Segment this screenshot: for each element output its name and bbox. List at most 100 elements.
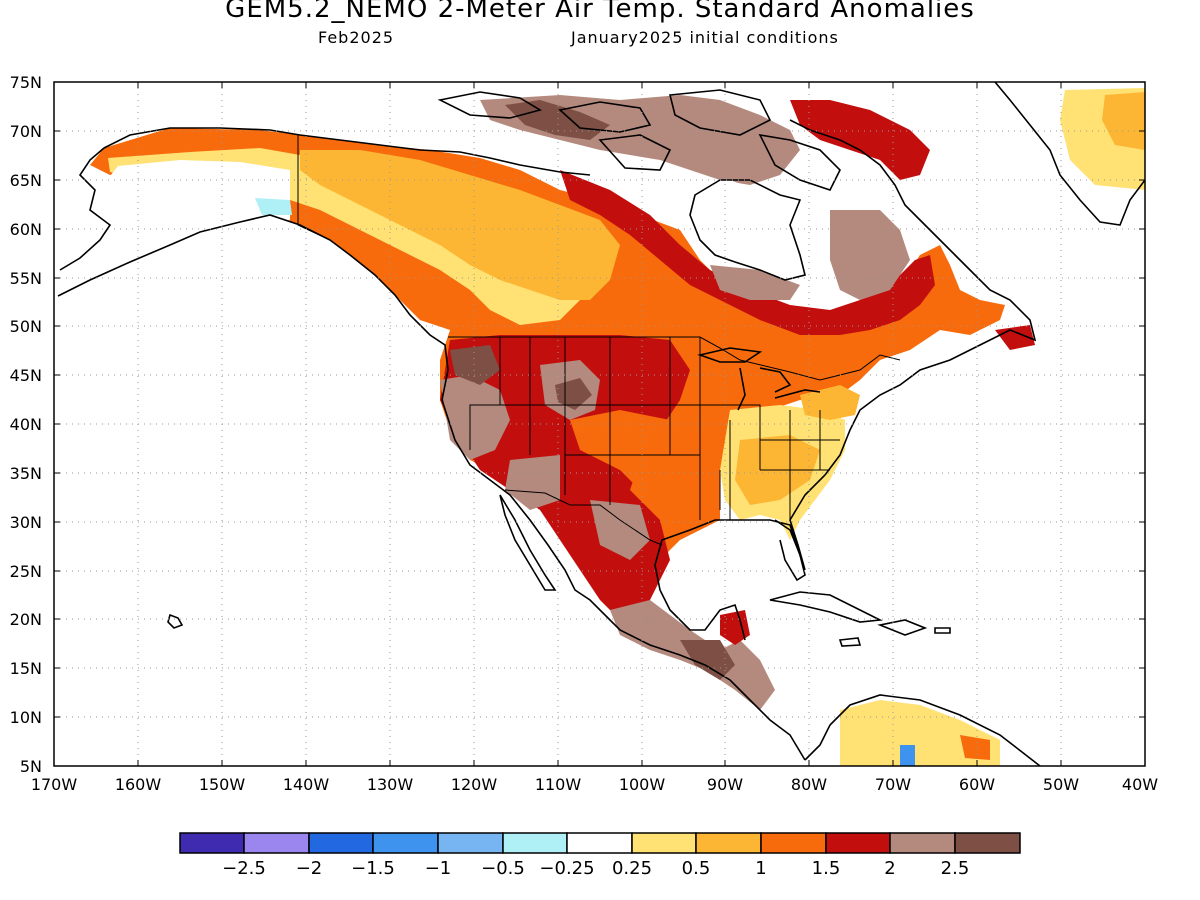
lat-label: 30N — [10, 513, 42, 532]
colorbar-swatch — [502, 832, 568, 854]
arctic-island-2 — [558, 101, 652, 133]
lat-label: 5N — [20, 757, 42, 776]
latitude-labels: 75N 70N 65N 60N 55N 50N 45N 40N 35N 30N … — [10, 73, 42, 776]
lat-label: 50N — [10, 317, 42, 336]
florida — [774, 519, 806, 582]
alaska-canada-border — [297, 135, 331, 241]
lat-label: 75N — [10, 73, 42, 92]
state-lines-west — [469, 337, 701, 520]
lon-label: 90W — [707, 775, 743, 794]
lat-label: 35N — [10, 464, 42, 483]
hispaniola — [877, 619, 928, 636]
lat-label: 15N — [10, 659, 42, 678]
colorbar-label: −0.25 — [539, 858, 594, 879]
lon-label: 70W — [875, 775, 911, 794]
lon-label: 170W — [31, 775, 78, 794]
hawaii — [167, 613, 184, 629]
anomaly-mexico-brown — [590, 500, 650, 560]
anomaly-alaska-neutral — [95, 160, 290, 232]
lat-label: 10N — [10, 708, 42, 727]
anomaly-rockies-dark — [555, 378, 592, 410]
alaska-north-coast — [103, 127, 591, 176]
anomaly-alaska-cool-spot — [255, 198, 292, 215]
lat-label: 70N — [10, 122, 42, 141]
colorbar-swatch — [243, 832, 310, 854]
lat-label: 45N — [10, 366, 42, 385]
lon-label: 60W — [959, 775, 995, 794]
lat-label: 60N — [10, 220, 42, 239]
lon-label: 130W — [367, 775, 414, 794]
anomaly-southwest-brown — [505, 455, 560, 510]
lon-label: 160W — [115, 775, 162, 794]
anomaly-alaska-light-orange — [300, 150, 620, 300]
lon-label: 140W — [283, 775, 330, 794]
colorbar-label: 2.5 — [941, 858, 970, 879]
lon-label: 110W — [535, 775, 582, 794]
map-title: GEM5.2_NEMO 2-Meter Air Temp. Standard A… — [225, 0, 975, 24]
south-america-coast — [829, 694, 1041, 766]
us-canada-border — [448, 336, 901, 381]
us-mexico-border — [504, 489, 663, 546]
anomaly-south-america-yellow — [840, 700, 1000, 766]
longitude-labels: 170W 160W 150W 140W 130W 120W 110W 100W … — [31, 775, 1158, 794]
colorbar-swatch — [825, 832, 891, 854]
anomaly-arctic-dark-brown — [505, 100, 610, 140]
colorbar-label: −0.5 — [481, 858, 525, 879]
colorbar-swatch — [566, 832, 633, 854]
colorbar-label: 1 — [755, 858, 766, 879]
lon-label: 120W — [451, 775, 498, 794]
anomaly-quebec-brown — [830, 210, 910, 300]
colorbar-label: −1 — [425, 858, 452, 879]
colorbar-swatch — [179, 832, 245, 854]
arctic-island-3 — [668, 89, 772, 136]
colorbar-swatch — [372, 832, 439, 854]
baja-california — [499, 494, 557, 591]
anomaly-hudson-bay-neutral — [690, 180, 810, 275]
anomaly-hudson-brown — [710, 265, 800, 300]
lake-superior — [697, 347, 763, 363]
political-borders — [297, 135, 901, 546]
anomaly-yucatan-red — [720, 610, 750, 645]
arctic-island-4 — [598, 134, 672, 171]
arctic-island-1 — [437, 91, 543, 119]
lon-label: 100W — [619, 775, 666, 794]
lat-label: 25N — [10, 562, 42, 581]
colorbar-swatch — [631, 832, 697, 854]
colorbar-swatch — [695, 832, 762, 854]
anomaly-shading — [90, 88, 1145, 766]
jamaica — [838, 637, 862, 647]
anomaly-newfoundland-red — [995, 325, 1035, 350]
initial-conditions: January2025 initial conditions — [571, 28, 839, 47]
anomaly-south-america-orange — [960, 735, 990, 760]
colorbar-labels: −2.5 −2 −1.5 −1 −0.5 −0.25 0.25 0.5 1 1.… — [222, 858, 969, 879]
lon-label: 80W — [791, 775, 827, 794]
colorbar-swatch — [437, 832, 504, 854]
lon-label: 150W — [199, 775, 246, 794]
cuba — [769, 591, 883, 623]
colorbar-label: 1.5 — [812, 858, 841, 879]
colorbar-swatch — [954, 832, 1021, 854]
tick-marks — [54, 81, 1145, 766]
colorbar-swatch — [760, 832, 827, 854]
anomaly-greenland-orange — [1102, 92, 1145, 150]
lat-label: 55N — [10, 269, 42, 288]
north-america-coastline — [57, 119, 1037, 761]
anomaly-labrador-red — [790, 100, 930, 180]
colorbar-label: −1.5 — [351, 858, 395, 879]
colorbar-swatch — [308, 832, 374, 854]
coastlines — [57, 82, 1145, 766]
lat-label: 40N — [10, 415, 42, 434]
anomaly-northeast-orange — [800, 385, 860, 420]
colorbar-label: −2 — [296, 858, 323, 879]
colorbar — [179, 832, 1021, 854]
gridlines — [54, 82, 1145, 766]
anomaly-plains-orange — [570, 410, 710, 525]
greenland-coast — [994, 82, 1145, 226]
colorbar-label: −2.5 — [222, 858, 266, 879]
anomaly-west-us-brown — [440, 375, 510, 460]
anomaly-south-america-blue — [900, 745, 915, 766]
anomaly-central-america-dark — [680, 640, 735, 680]
anomaly-canada-red-band — [560, 170, 935, 335]
lake-erie — [774, 389, 821, 399]
